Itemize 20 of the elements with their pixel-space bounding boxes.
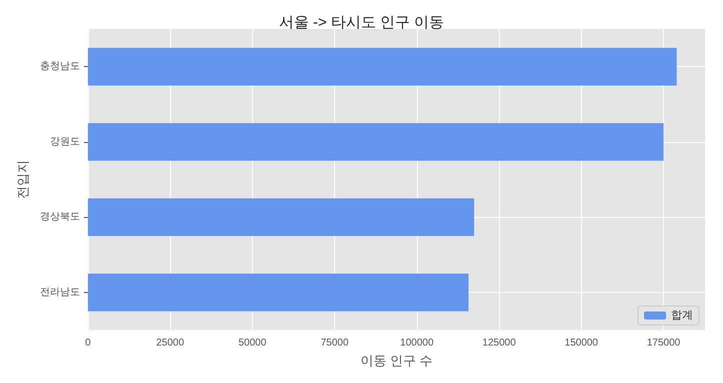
chart-title: 서울 -> 타시도 인구 이동 xyxy=(278,14,444,31)
x-tick-label: 150000 xyxy=(564,338,598,348)
y-tick-label: 전라남도 xyxy=(40,286,80,298)
y-tick-label: 경상북도 xyxy=(40,212,80,223)
x-tick-label: 50000 xyxy=(238,338,267,348)
x-axis-title: 이동 인구 수 xyxy=(360,353,433,368)
bar xyxy=(88,123,664,161)
x-tick-label: 125000 xyxy=(482,338,516,348)
legend-label: 합계 xyxy=(671,310,693,322)
bar xyxy=(88,198,474,236)
x-tick-label: 25000 xyxy=(156,338,184,348)
x-tick-label: 100000 xyxy=(400,338,434,348)
y-tick-label: 강원도 xyxy=(50,136,80,148)
y-axis-title: 전입지 xyxy=(15,160,30,199)
bar xyxy=(88,48,677,86)
x-tick-label: 75000 xyxy=(320,338,349,348)
y-tick-label: 충청남도 xyxy=(40,61,80,72)
x-tick-label: 0 xyxy=(85,338,92,348)
bar xyxy=(88,274,468,312)
x-tick-label: 175000 xyxy=(646,338,681,348)
